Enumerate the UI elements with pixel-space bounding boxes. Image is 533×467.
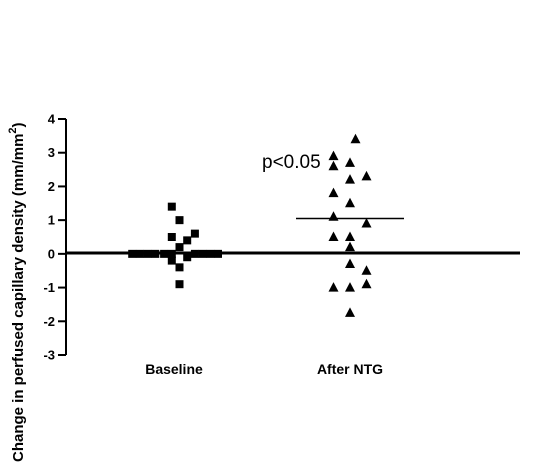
data-point-triangle <box>345 157 355 167</box>
data-point-triangle <box>345 282 355 292</box>
y-tick-label: 2 <box>48 179 55 194</box>
data-point-triangle <box>350 133 361 144</box>
data-point-triangle <box>328 231 339 241</box>
y-tick-label: -3 <box>43 348 55 363</box>
data-point-square <box>183 236 192 245</box>
data-point-triangle <box>345 241 355 252</box>
y-tick-label: 4 <box>48 112 56 127</box>
data-point-triangle <box>345 231 355 241</box>
data-point-square <box>128 249 137 258</box>
data-point-square <box>160 249 169 258</box>
category-label: After NTG <box>317 361 383 377</box>
data-point-square <box>175 263 184 272</box>
y-tick-label: 3 <box>48 145 55 160</box>
y-tick-label: 1 <box>48 213 55 228</box>
data-point-square <box>167 256 176 265</box>
data-point-square <box>214 249 222 258</box>
data-point-triangle <box>361 218 372 228</box>
data-point-square <box>190 229 199 238</box>
data-point-triangle <box>361 265 372 275</box>
data-point-square <box>190 249 199 258</box>
data-points <box>128 133 372 317</box>
data-point-square <box>175 243 184 252</box>
category-label: Baseline <box>145 361 203 377</box>
y-axis-label: Change in perfused capillary density (mm… <box>7 122 27 462</box>
data-point-square <box>175 280 184 289</box>
data-point-square <box>167 249 176 258</box>
category-labels: Baseline After NTG <box>145 361 383 377</box>
y-axis-label-superscript: 2 <box>7 127 19 133</box>
data-point-square <box>198 249 207 258</box>
y-tick-label: -2 <box>43 314 55 329</box>
data-point-triangle <box>328 150 339 161</box>
data-point-square <box>206 249 215 258</box>
data-point-square <box>167 233 176 241</box>
y-tick-label: -1 <box>43 280 55 295</box>
data-point-triangle <box>328 187 339 198</box>
data-point-triangle <box>328 282 339 292</box>
data-point-triangle <box>361 278 372 289</box>
data-point-square <box>175 216 184 225</box>
data-point-triangle <box>345 307 355 317</box>
y-ticks: -3 -2 -1 0 1 2 3 4 <box>43 112 66 363</box>
data-point-triangle <box>361 170 372 181</box>
data-point-square <box>183 253 192 262</box>
p-value-annotation: p<0.05 <box>262 152 321 173</box>
data-point-square <box>143 249 152 258</box>
data-point-triangle <box>345 197 355 208</box>
data-point-square <box>167 202 176 211</box>
data-point-triangle <box>345 174 355 184</box>
y-tick-label: 0 <box>48 246 55 261</box>
y-axis-label-main: Change in perfused capillary density (mm… <box>10 134 27 462</box>
data-point-triangle <box>328 160 339 171</box>
data-point-square <box>151 249 160 258</box>
data-point-triangle <box>328 211 339 221</box>
data-point-square <box>135 249 144 258</box>
y-axis-label-close: ) <box>10 122 27 127</box>
data-point-triangle <box>345 258 355 268</box>
